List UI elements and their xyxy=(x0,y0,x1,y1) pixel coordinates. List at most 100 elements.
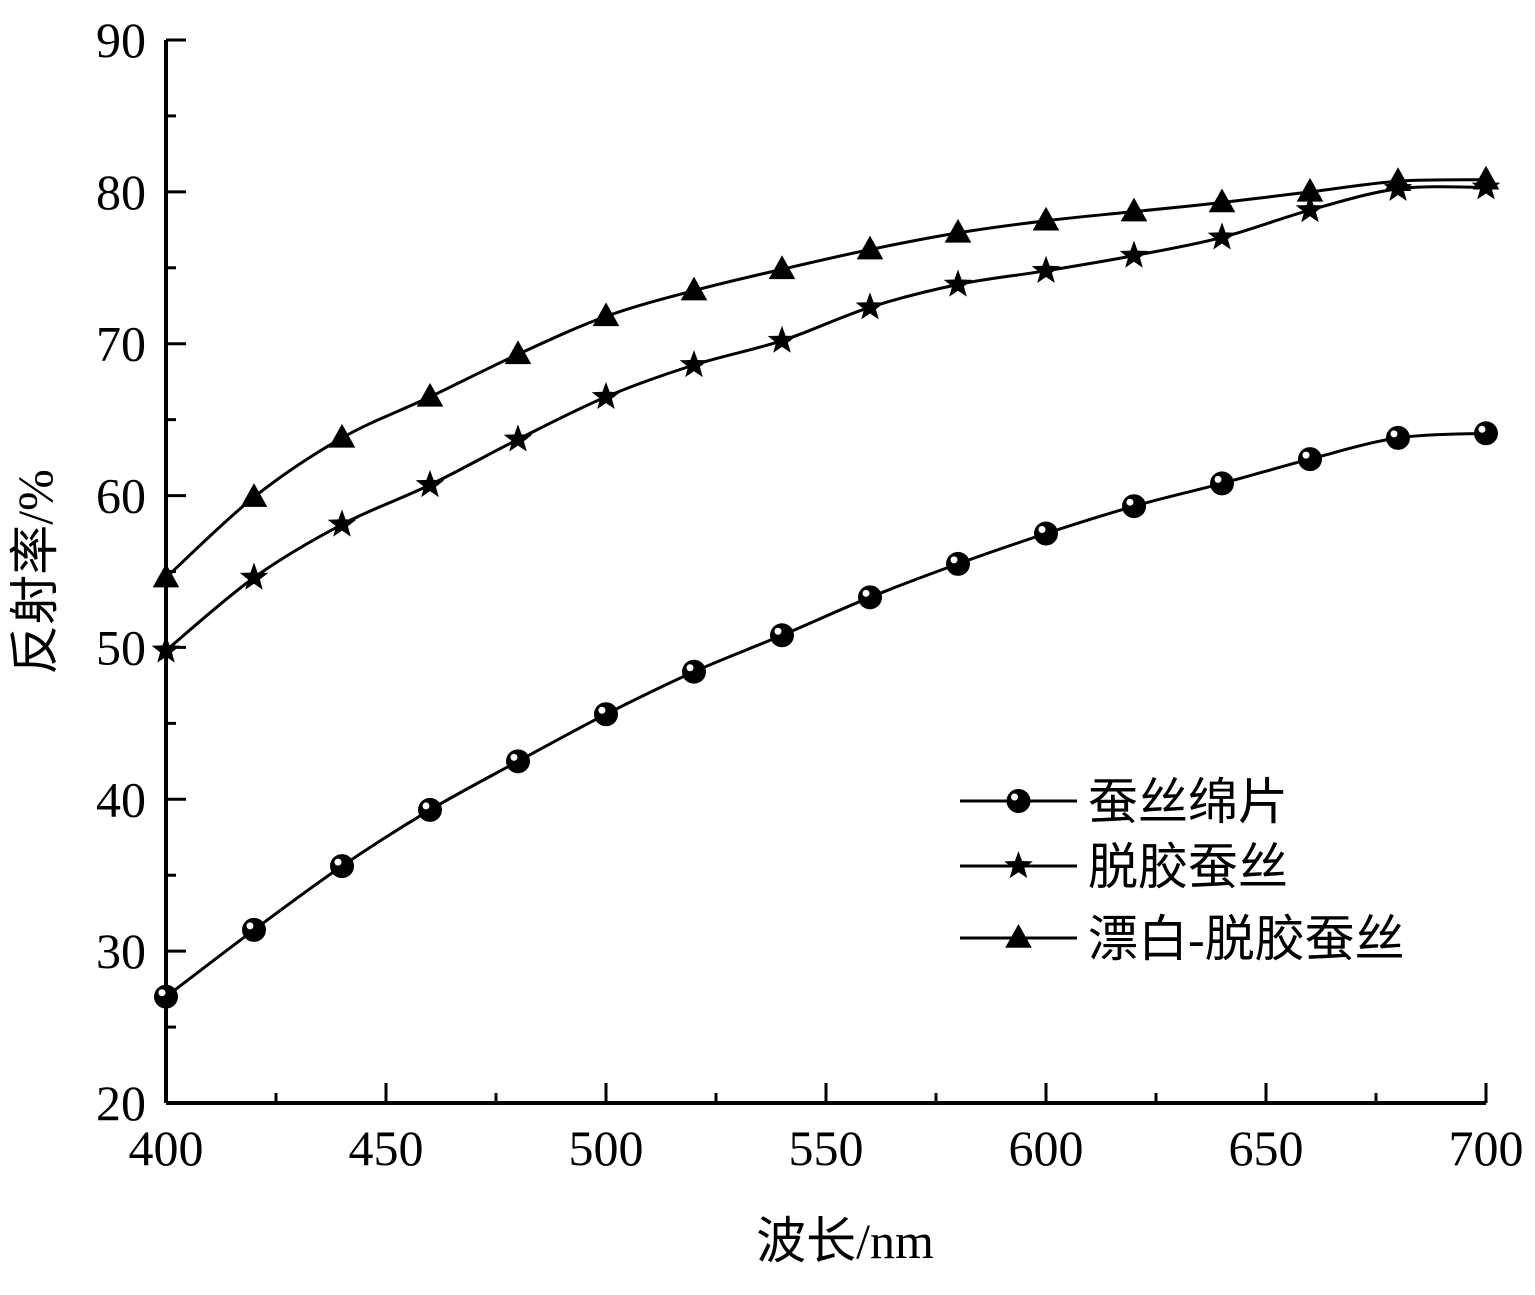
series-2 xyxy=(151,172,1501,663)
legend-label: 漂白-脱胶蚕丝 xyxy=(1088,911,1405,967)
data-point-circle-highlight xyxy=(1214,475,1222,483)
data-point-circle-body xyxy=(418,797,442,822)
legend-marker-star xyxy=(1004,851,1033,879)
data-point-circle xyxy=(418,797,442,822)
data-point-circle xyxy=(1298,447,1322,472)
data-point-triangle xyxy=(1208,188,1236,213)
data-point-circle xyxy=(858,585,882,610)
data-point-circle-highlight xyxy=(422,802,430,810)
data-point-star xyxy=(943,269,973,297)
legend-item-2: 脱胶蚕丝 xyxy=(960,839,1288,895)
data-point-circle-body xyxy=(770,623,794,648)
x-tick-label: 600 xyxy=(1009,1120,1084,1176)
data-point-circle xyxy=(1034,521,1058,546)
data-point-star xyxy=(767,325,797,353)
x-tick-label: 650 xyxy=(1229,1120,1304,1176)
legend-item-3: 漂白-脱胶蚕丝 xyxy=(960,911,1405,967)
data-point-circle-highlight xyxy=(686,664,694,672)
data-point-circle-highlight xyxy=(774,627,782,635)
y-tick-label: 40 xyxy=(96,771,146,827)
data-point-circle-body xyxy=(594,702,618,727)
y-tick-label: 80 xyxy=(96,164,146,220)
data-point-triangle xyxy=(944,218,972,243)
data-point-circle-body xyxy=(1122,494,1146,519)
legend-label: 蚕丝绵片 xyxy=(1088,774,1288,830)
x-tick-label: 400 xyxy=(129,1120,204,1176)
data-point-circle xyxy=(330,854,354,879)
data-point-circle xyxy=(682,659,706,684)
x-tick-label: 450 xyxy=(349,1120,424,1176)
data-point-circle-body xyxy=(506,749,530,774)
y-tick-label: 50 xyxy=(96,619,146,675)
data-point-triangle xyxy=(1472,165,1500,190)
data-point-circle xyxy=(154,984,178,1009)
series-line xyxy=(165,431,1487,998)
series-line xyxy=(164,178,1487,579)
legend-item-1: 蚕丝绵片 xyxy=(960,774,1288,830)
data-point-triangle xyxy=(1120,197,1148,222)
x-tick-label: 500 xyxy=(569,1120,644,1176)
data-point-triangle xyxy=(152,563,180,588)
data-point-star xyxy=(1295,195,1325,223)
data-point-circle-highlight xyxy=(1478,425,1486,433)
data-point-triangle xyxy=(328,423,356,448)
legend-label: 脱胶蚕丝 xyxy=(1088,839,1288,895)
data-point-triangle xyxy=(1032,206,1060,231)
data-point-triangle xyxy=(1384,167,1412,192)
data-point-star xyxy=(1207,222,1237,250)
data-point-circle xyxy=(1474,421,1498,446)
data-point-circle-body xyxy=(154,984,178,1009)
data-point-circle-highlight xyxy=(246,922,254,930)
data-point-star xyxy=(591,381,621,409)
data-point-star xyxy=(415,469,445,498)
x-tick-label: 550 xyxy=(789,1120,864,1176)
y-axis-label: 反射率/% xyxy=(7,469,63,675)
data-point-star xyxy=(1031,255,1061,283)
data-point-star xyxy=(151,635,181,663)
legend-marker-circle-highlight xyxy=(1011,793,1018,801)
x-axis-label: 波长/nm xyxy=(756,1213,934,1269)
data-point-circle xyxy=(770,623,794,648)
data-point-triangle xyxy=(768,255,796,280)
data-point-circle xyxy=(1122,494,1146,519)
data-point-circle-highlight xyxy=(1126,498,1134,506)
data-point-star xyxy=(327,509,357,537)
legend-marker-circle-body xyxy=(1006,789,1031,813)
data-point-circle-body xyxy=(858,585,882,610)
data-point-circle-highlight xyxy=(1038,526,1046,534)
series-layer xyxy=(151,165,1501,1009)
data-point-star xyxy=(503,424,533,452)
data-point-circle-body xyxy=(946,551,970,576)
y-tick-label: 20 xyxy=(96,1075,146,1131)
y-tick-label: 70 xyxy=(96,316,146,372)
series-line xyxy=(165,185,1487,652)
y-tick-label: 60 xyxy=(96,468,146,524)
data-point-circle xyxy=(594,702,618,727)
data-point-circle xyxy=(242,917,266,942)
data-point-circle-highlight xyxy=(1302,451,1310,459)
data-point-circle xyxy=(946,551,970,576)
data-point-circle-highlight xyxy=(950,556,958,564)
x-tick-label: 700 xyxy=(1449,1120,1524,1176)
data-point-circle-highlight xyxy=(158,989,166,997)
data-point-circle-body xyxy=(1386,425,1410,450)
axes: 400 450 500 550 600 650 700 20 30 40 50 60 70 80 90 xyxy=(96,12,1524,1176)
data-point-circle-highlight xyxy=(598,706,606,714)
data-point-circle-body xyxy=(1474,421,1498,446)
data-point-triangle xyxy=(416,382,444,407)
legend-marker-circle xyxy=(1006,789,1031,813)
data-point-star xyxy=(239,562,269,590)
data-point-star xyxy=(679,350,709,378)
data-point-star xyxy=(855,292,885,320)
data-point-star xyxy=(1119,240,1149,268)
data-point-triangle xyxy=(504,340,532,365)
y-tick-label: 90 xyxy=(96,12,146,68)
series-3 xyxy=(152,165,1500,588)
data-point-circle-body xyxy=(682,659,706,684)
data-point-circle xyxy=(1210,471,1234,496)
data-point-circle-highlight xyxy=(862,589,870,597)
data-point-triangle xyxy=(680,276,708,301)
